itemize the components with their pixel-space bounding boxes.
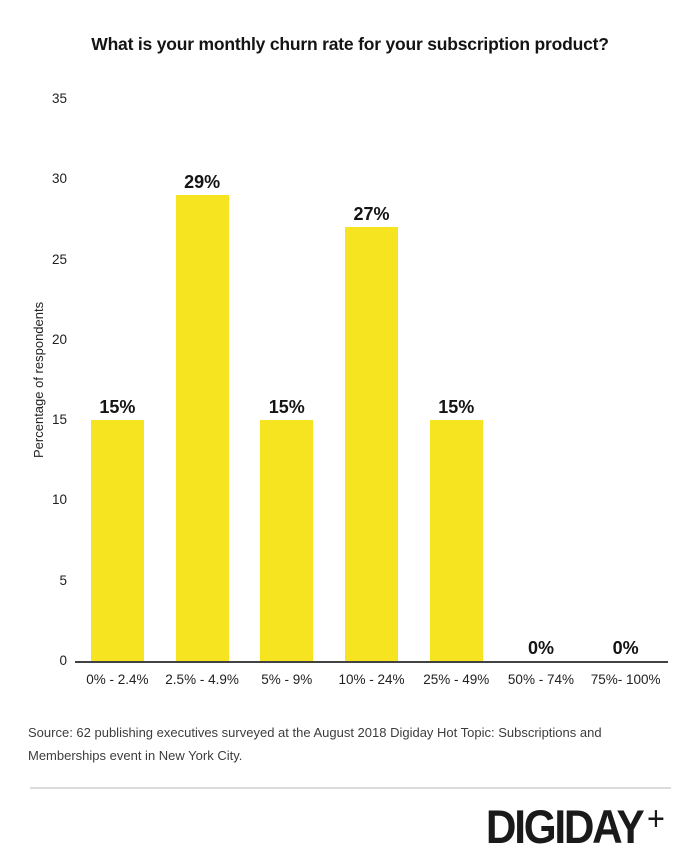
bar bbox=[345, 227, 399, 661]
y-tick-label: 20 bbox=[51, 331, 67, 347]
bar bbox=[175, 195, 229, 661]
x-tick-label: 75%- 100% bbox=[590, 672, 661, 687]
y-tick-label: 30 bbox=[51, 171, 67, 187]
digiday-logo: DIGIDAY + bbox=[486, 799, 665, 854]
bar-value-label: 15% bbox=[268, 397, 305, 418]
bar bbox=[90, 420, 144, 661]
y-tick-label: 5 bbox=[59, 572, 67, 588]
x-tick-label: 5% - 9% bbox=[261, 672, 313, 687]
digiday-logo-text: DIGIDAY bbox=[485, 800, 645, 853]
bar-value-label: 15% bbox=[99, 397, 136, 418]
y-tick-label: 0 bbox=[59, 653, 67, 668]
bar-columns: 15% 0% - 2.4% 29% 2.5% - 4.9% 15% 5% - 9% 27% 1… bbox=[75, 99, 668, 687]
bar-column: 29% 2.5% - 4.9% bbox=[160, 99, 245, 687]
x-tick-label: 25% - 49% bbox=[423, 672, 490, 687]
source-note: Source: 62 publishing executives surveye… bbox=[28, 725, 602, 763]
chart-title: What is your monthly churn rate for your… bbox=[91, 34, 609, 54]
x-tick-label: 50% - 74% bbox=[507, 672, 574, 687]
bar-value-label: 0% bbox=[527, 638, 554, 658]
y-tick-label: 25 bbox=[51, 251, 67, 267]
bar bbox=[260, 420, 314, 661]
bar-value-label: 29% bbox=[184, 172, 221, 193]
plot-area: Percentage of respondents 0 5 10 15 20 25 30 35… bbox=[31, 91, 668, 687]
bar-column: 15% 0% - 2.4% bbox=[75, 99, 160, 687]
bar-column: 0% 75%- 100% bbox=[583, 99, 668, 687]
bar-column: 15% 5% - 9% bbox=[244, 99, 329, 687]
bar-value-label: 27% bbox=[353, 204, 390, 225]
x-tick-label: 2.5% - 4.9% bbox=[165, 672, 239, 687]
bar-column: 0% 50% - 74% bbox=[499, 99, 584, 687]
digiday-logo-plus-icon: + bbox=[647, 800, 665, 838]
bar-column: 27% 10% - 24% bbox=[329, 99, 414, 687]
bar bbox=[429, 420, 483, 661]
x-tick-label: 10% - 24% bbox=[338, 672, 405, 687]
y-tick-label: 10 bbox=[51, 492, 67, 508]
bar-value-label: 15% bbox=[438, 397, 475, 418]
bar-value-label: 0% bbox=[612, 638, 639, 658]
y-tick-label: 35 bbox=[51, 91, 67, 106]
y-tick-label: 15 bbox=[51, 412, 67, 428]
x-tick-label: 0% - 2.4% bbox=[86, 672, 149, 687]
bar-column: 15% 25% - 49% bbox=[414, 99, 499, 687]
divider bbox=[30, 787, 671, 789]
